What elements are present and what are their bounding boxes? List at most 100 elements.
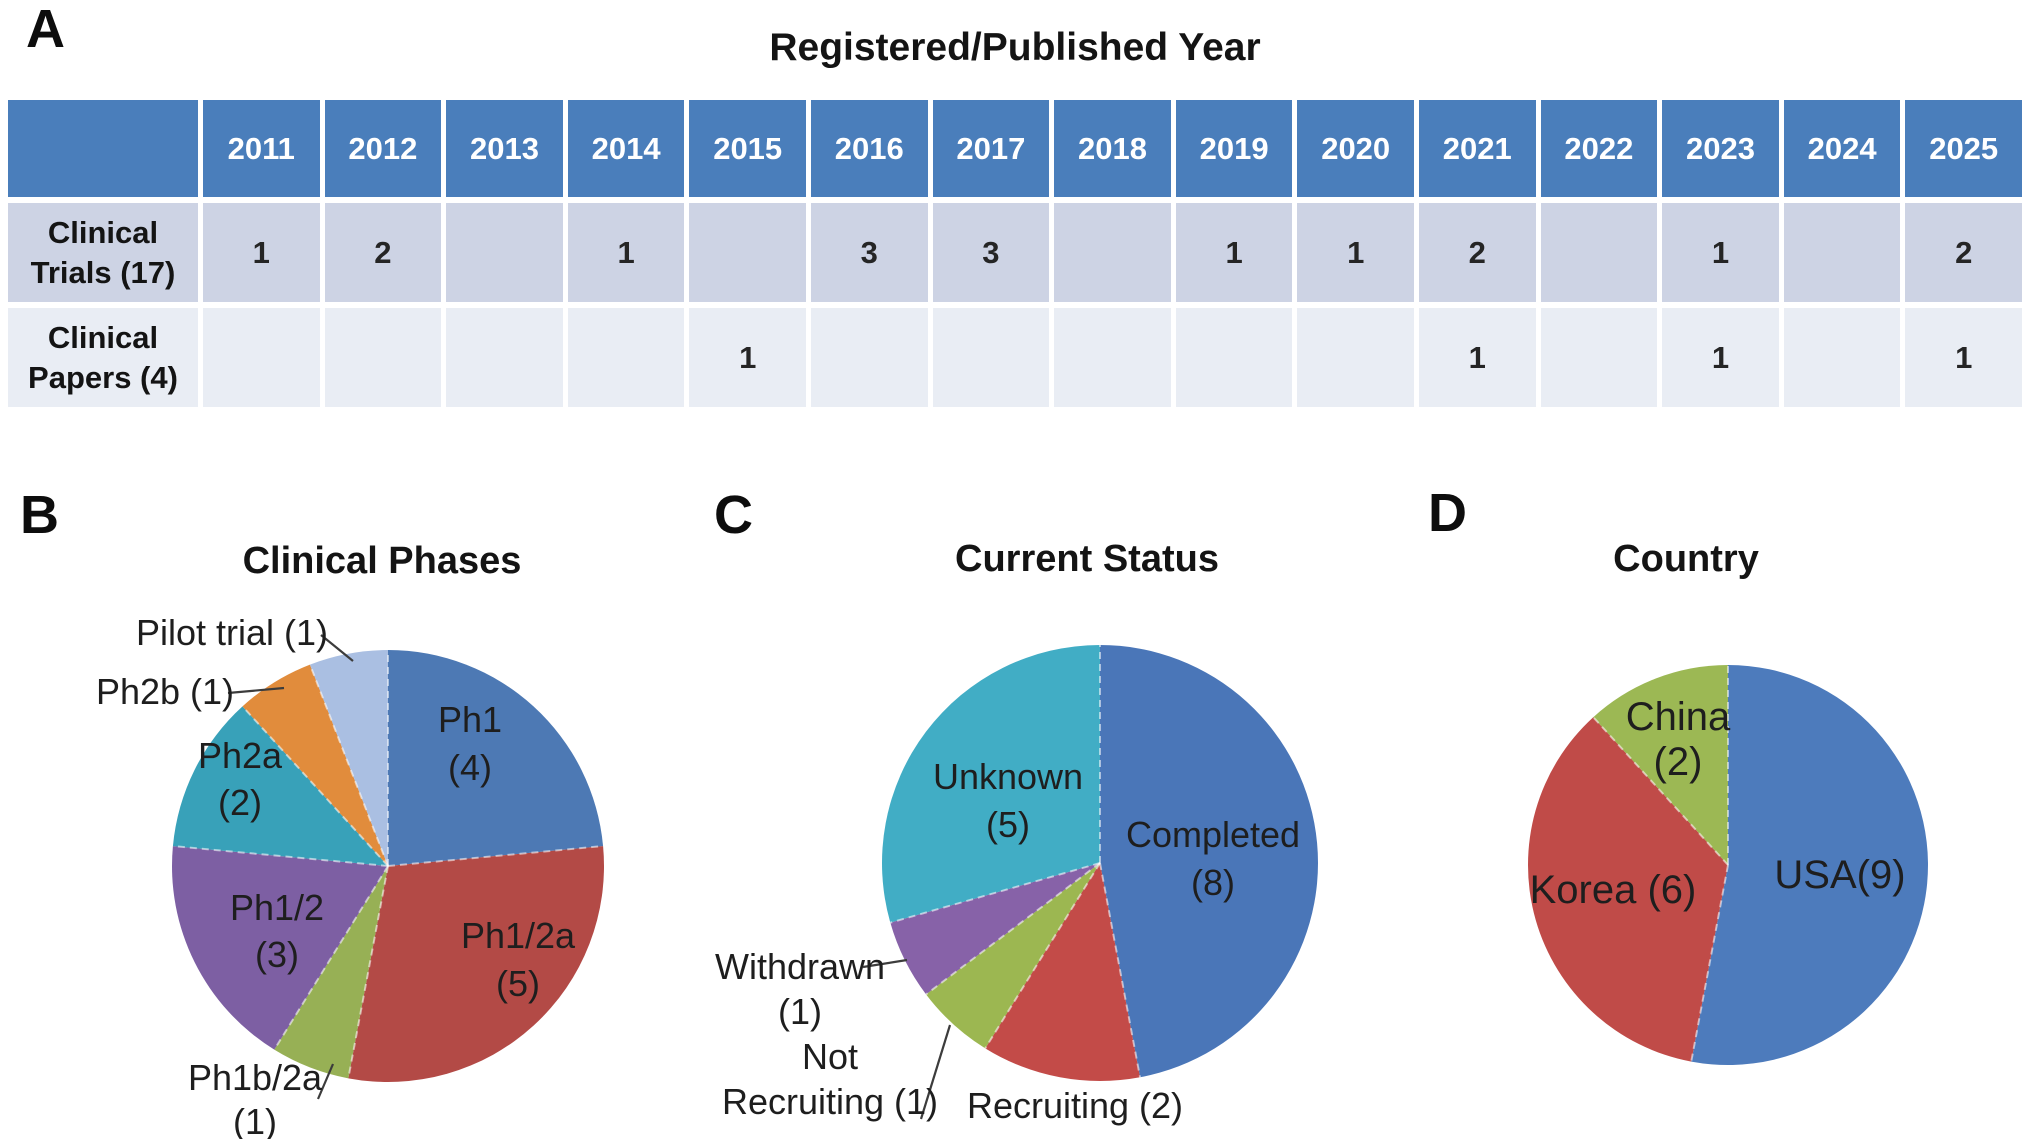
year-header-2014: 2014 <box>567 100 685 197</box>
panel-d-letter: D <box>1428 483 1467 543</box>
pie-c-slice-completed <box>1100 645 1318 1078</box>
pie-b-label-ph1-2: Ph1/2 (3) <box>230 887 324 975</box>
row-label-line: Clinical <box>47 214 159 250</box>
row-label-1: Clinical Papers (4) <box>8 308 198 407</box>
year-header-2021: 2021 <box>1418 100 1536 197</box>
year-header-2020: 2020 <box>1297 100 1414 197</box>
pie-c-slice-recruiting <box>985 863 1141 1081</box>
pie-b-slice-pilot-trial <box>309 650 388 866</box>
cell-row0-2022 <box>1540 203 1658 302</box>
year-header-2012: 2012 <box>324 100 442 197</box>
pie-c-slice-divider <box>984 862 1101 1049</box>
pie-b-slice-divider <box>347 865 389 1079</box>
pie-b-slice-ph1b-2a <box>274 866 388 1079</box>
year-header-2011: 2011 <box>203 100 320 197</box>
row-label-line: Clinical <box>47 319 159 355</box>
pie-c-slice-divider <box>890 862 1101 924</box>
pie-c-slice-withdrawn <box>890 863 1100 995</box>
cell-row1-2018 <box>1054 308 1171 407</box>
pie-b-slice-divider <box>387 845 604 867</box>
row-label-0: Clinical Trials (17) <box>8 203 198 302</box>
pie-b-label-ph1: Ph1 (4) <box>438 699 502 788</box>
year-header-2017: 2017 <box>932 100 1050 197</box>
cell-row1-2021: 1 <box>1418 308 1536 407</box>
pie-b-label-ph1-2a: Ph1/2a (5) <box>461 915 576 1004</box>
cell-row1-2015: 1 <box>689 308 806 407</box>
pie-b-leader-pilot-trial <box>320 634 354 662</box>
year-header-2018: 2018 <box>1054 100 1171 197</box>
cell-row0-2018 <box>1054 203 1171 302</box>
year-header-2025: 2025 <box>1905 100 2022 197</box>
panel-b-letter: B <box>20 485 59 545</box>
year-header-2024: 2024 <box>1783 100 1901 197</box>
pie-c-label-completed: Completed (8) <box>1126 814 1300 903</box>
panel-c-letter: C <box>714 485 753 545</box>
pie-d-label-china: China (2) <box>1626 695 1731 784</box>
cell-row1-2025: 1 <box>1905 308 2022 407</box>
pie-d-label-korea: Korea (6) <box>1530 868 1697 912</box>
pie-c-label-recruiting: Recruiting (2) <box>967 1085 1183 1126</box>
pie-d-slice-divider <box>1592 716 1729 866</box>
cell-row0-2013 <box>446 203 563 302</box>
pie-c-slice-not-recruiting <box>926 863 1100 1049</box>
table-title: Registered/Published Year <box>769 26 1261 69</box>
pie-b-leader-ph1b-2a <box>316 1063 335 1100</box>
row-label-line: Trials (17) <box>30 254 176 290</box>
pie-d-title: Country <box>1613 538 1759 580</box>
row-label-line: Papers (4) <box>28 359 178 395</box>
year-table: 2011 2012 2013 2014 2015 2016 2017 2018 2019 2020… <box>8 100 2022 407</box>
pie-b-leader-ph2b <box>227 686 285 695</box>
pie-b-label-ph2b: Ph2b (1) <box>96 671 234 712</box>
cell-row1-2024 <box>1783 308 1901 407</box>
pie-d-slice-china <box>1593 665 1728 865</box>
pie-c-leader-withdrawn <box>862 958 908 969</box>
cell-row0-2011: 1 <box>203 203 320 302</box>
year-header-2023: 2023 <box>1662 100 1779 197</box>
pie-b-slice-divider <box>241 705 389 867</box>
pie-b-label-ph2a: Ph2a (2) <box>198 735 283 823</box>
cell-row0-2017: 3 <box>932 203 1050 302</box>
year-header-2016: 2016 <box>810 100 928 197</box>
pie-d-slice-usa <box>1691 665 1928 1065</box>
cell-row1-2014 <box>567 308 685 407</box>
cell-row0-2025: 2 <box>1905 203 2022 302</box>
pie-c-title: Current Status <box>955 538 1219 580</box>
cell-row0-2015 <box>689 203 806 302</box>
pie-d-slice-korea <box>1528 717 1728 1062</box>
pie-c-leader-not-recruiting <box>919 1024 952 1120</box>
cell-row1-2013 <box>446 308 563 407</box>
pie-c-slice-unknown <box>882 644 1100 923</box>
pie-d-slice-divider <box>1690 864 1729 1062</box>
pie-b-label-pilot-trial: Pilot trial (1) <box>136 612 328 653</box>
pie-b-slice-divider <box>172 845 389 867</box>
cell-row0-2014: 1 <box>567 203 685 302</box>
year-header-2019: 2019 <box>1175 100 1293 197</box>
year-header-2015: 2015 <box>689 100 806 197</box>
cell-row1-2016 <box>810 308 928 407</box>
cell-row0-2024 <box>1783 203 1901 302</box>
pie-c-slice-divider <box>925 862 1101 996</box>
cell-row1-2019 <box>1175 308 1293 407</box>
cell-row1-2011 <box>203 308 320 407</box>
cell-row0-2019: 1 <box>1175 203 1293 302</box>
pie-b-label-ph1b-2a: Ph1b/2a (1) <box>188 1057 323 1139</box>
pie-b-title: Clinical Phases <box>242 540 522 582</box>
pie-b-slice-divider <box>273 865 389 1051</box>
cell-row1-2023: 1 <box>1662 308 1779 407</box>
cell-row0-2023: 1 <box>1662 203 1779 302</box>
cell-row0-2016: 3 <box>810 203 928 302</box>
cell-row1-2022 <box>1540 308 1658 407</box>
year-header-corner <box>8 100 198 197</box>
pie-c-label-unknown: Unknown (5) <box>933 756 1083 845</box>
pie-b-slice-ph2a <box>172 706 388 866</box>
pie-d-label-usa: USA(9) <box>1774 853 1905 897</box>
cell-row1-2012 <box>324 308 442 407</box>
year-header-2013: 2013 <box>446 100 563 197</box>
cell-row0-2012: 2 <box>324 203 442 302</box>
pie-c-slice-divider <box>1099 862 1142 1078</box>
pie-b-slice-divider <box>309 664 389 867</box>
cell-row1-2017 <box>932 308 1050 407</box>
cell-row1-2020 <box>1297 308 1414 407</box>
